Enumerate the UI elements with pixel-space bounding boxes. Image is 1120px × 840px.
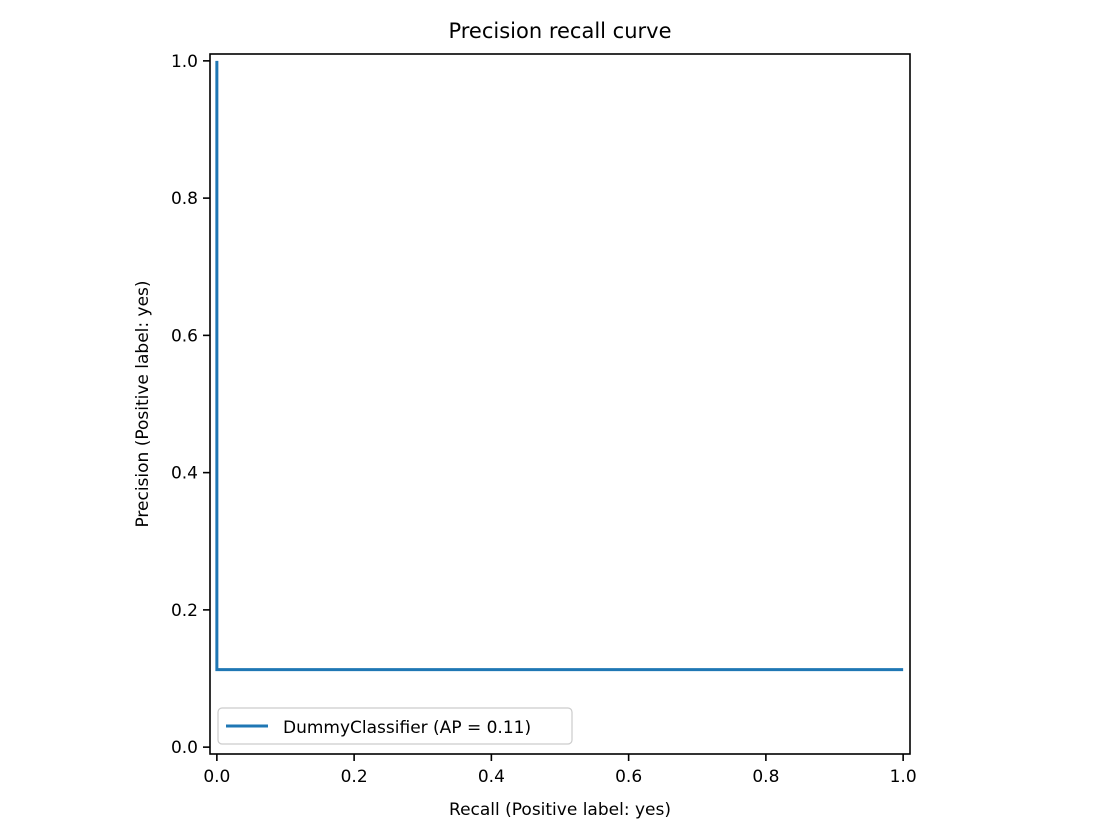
x-tick-label: 0.4 <box>478 767 505 787</box>
x-tick-label: 0.8 <box>752 767 779 787</box>
y-tick-label: 1.0 <box>171 52 198 72</box>
x-tick-label: 0.2 <box>341 767 368 787</box>
plot-frame <box>209 53 911 755</box>
y-tick-label: 0.8 <box>171 189 198 209</box>
y-tick-label: 0.6 <box>171 326 198 346</box>
chart-title: Precision recall curve <box>448 19 671 43</box>
legend-entry-label: DummyClassifier (AP = 0.11) <box>283 718 531 738</box>
y-axis-ticks: 0.0 0.2 0.4 0.6 0.8 1.0 <box>171 52 210 758</box>
x-tick-label: 1.0 <box>890 767 917 787</box>
x-axis-ticks: 0.0 0.2 0.4 0.6 0.8 1.0 <box>203 754 917 787</box>
x-tick-label: 0.0 <box>203 767 230 787</box>
dummy-classifier-curve <box>215 60 904 672</box>
plot-area <box>210 54 910 754</box>
legend-box <box>217 707 573 745</box>
x-axis-label: Recall (Positive label: yes) <box>449 800 671 820</box>
y-tick-label: 0.0 <box>171 738 198 758</box>
legend: DummyClassifier (AP = 0.11) <box>217 707 573 745</box>
y-tick-label: 0.2 <box>171 601 198 621</box>
y-tick-label: 0.4 <box>171 464 198 484</box>
y-axis-label: Precision (Positive label: yes) <box>133 280 153 527</box>
x-tick-label: 0.6 <box>615 767 642 787</box>
